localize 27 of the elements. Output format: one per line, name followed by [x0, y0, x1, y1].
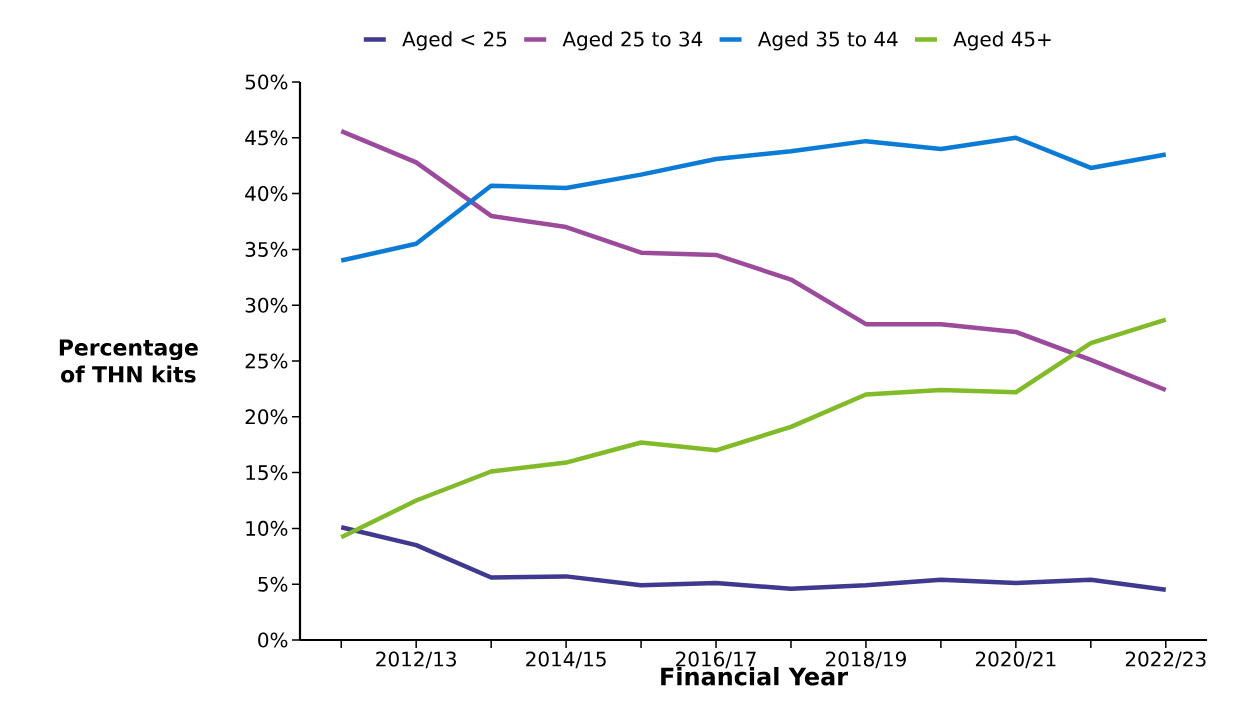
y-tick-label: 20% [245, 409, 288, 425]
y-tick-label: 50% [245, 74, 288, 90]
line-series [338, 128, 1169, 393]
y-tick-label: 0% [258, 632, 288, 648]
x-tick-label: 2018/19 [826, 651, 906, 669]
x-tick-label: 2020/21 [975, 651, 1056, 669]
line-series [338, 135, 1169, 263]
line-series [338, 317, 1169, 540]
x-tick-label: 2012/13 [376, 651, 456, 669]
y-tick-label: 40% [245, 186, 288, 202]
x-tick-label: 2014/15 [526, 651, 606, 669]
y-axis-title: Percentage of THN kits [59, 339, 198, 383]
x-axis-title: Financial Year [661, 667, 848, 686]
line-series [338, 525, 1169, 593]
y-tick-label: 35% [245, 241, 288, 257]
legend-label: Aged 45+ [953, 31, 1051, 51]
y-tick-label: 25% [245, 353, 288, 369]
x-tick-label: 2016/17 [676, 651, 756, 669]
y-tick-label: 30% [245, 297, 288, 313]
y-tick-label: 45% [245, 130, 288, 146]
y-tick-label: 5% [258, 576, 288, 592]
y-tick-label: 15% [246, 465, 288, 481]
legend-label: Aged 35 to 44 [757, 31, 898, 51]
legend-label: Aged 25 to 34 [562, 31, 703, 51]
y-tick-label: 10% [246, 520, 288, 536]
x-tick-label: 2022/23 [1125, 651, 1206, 669]
legend-label: Aged < 25 [402, 31, 507, 51]
